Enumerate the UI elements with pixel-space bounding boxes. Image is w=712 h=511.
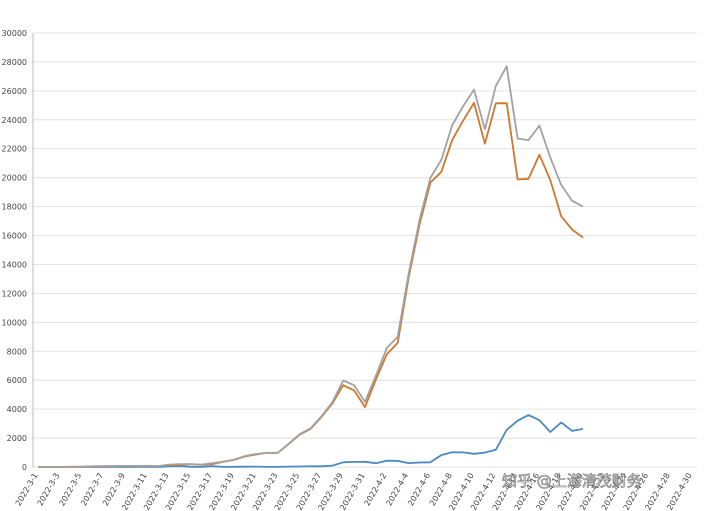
y-tick-label: 0: [22, 463, 27, 472]
y-tick-label: 22000: [2, 145, 27, 154]
y-tick-label: 14000: [2, 260, 27, 269]
y-tick-label: 18000: [2, 203, 27, 212]
line-series: [38, 101, 584, 468]
y-tick-label: 30000: [2, 29, 27, 38]
y-tick-label: 20000: [2, 174, 27, 183]
y-tick-label: 26000: [2, 87, 27, 96]
y-tick-label: 10000: [2, 318, 27, 327]
y-tick-label: 24000: [2, 116, 27, 125]
y-tick-label: 4000: [7, 405, 27, 414]
y-tick-label: 2000: [7, 434, 27, 443]
y-tick-label: 28000: [2, 58, 27, 67]
watermark: 知乎 @上海清茂财务: [502, 472, 642, 490]
y-tick-label: 8000: [7, 347, 27, 356]
line-series: [38, 65, 584, 468]
y-tick-label: 6000: [7, 376, 27, 385]
y-tick-label: 16000: [2, 232, 27, 241]
y-tick-label: 12000: [2, 289, 27, 298]
line-series: [38, 414, 584, 468]
